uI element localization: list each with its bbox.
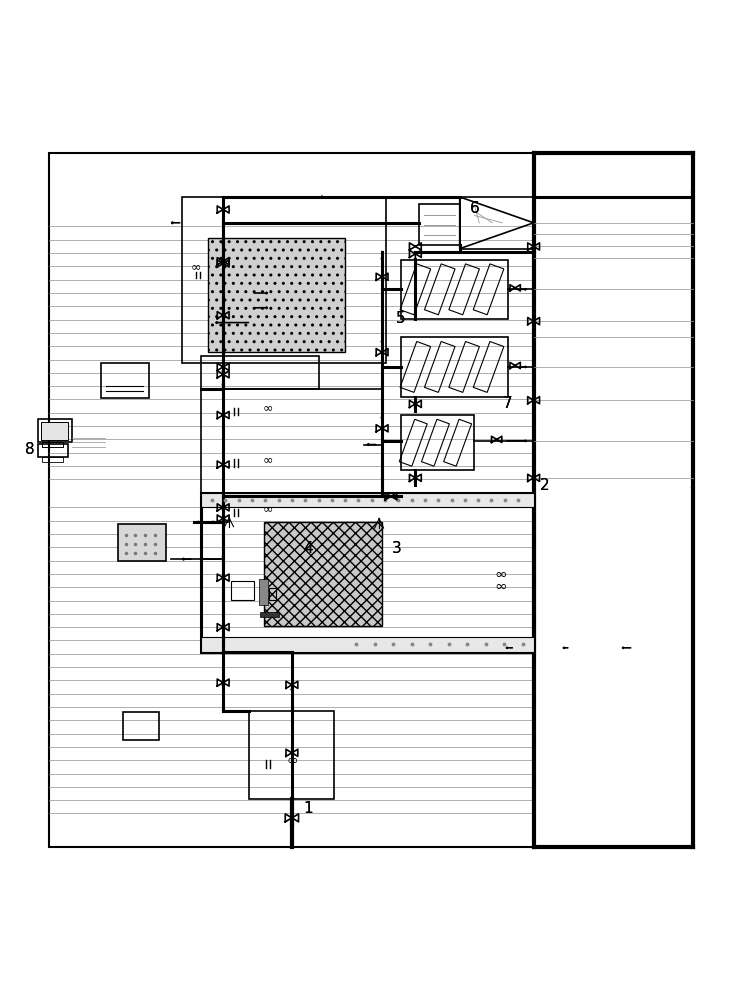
Text: 7: 7	[503, 396, 513, 411]
Bar	[401, 415, 474, 470]
Text: 1: 1	[303, 801, 313, 816]
Bar	[39, 419, 72, 442]
Bar	[123, 712, 159, 740]
Bar	[201, 389, 382, 496]
Text: 6: 6	[470, 201, 479, 216]
Bar	[473, 264, 504, 315]
Bar	[249, 711, 334, 799]
Bar	[118, 524, 166, 561]
Text: $\infty$: $\infty$	[262, 453, 273, 466]
Bar	[201, 493, 533, 507]
Text: $\infty$: $\infty$	[262, 502, 273, 515]
Bar	[400, 264, 430, 315]
Bar	[473, 341, 504, 392]
Bar	[201, 493, 533, 652]
Bar	[231, 581, 255, 600]
Bar	[424, 264, 455, 315]
Text: 2: 2	[540, 478, 550, 493]
Bar	[400, 341, 430, 392]
Bar	[269, 588, 276, 600]
Text: 4: 4	[303, 541, 313, 556]
Text: 3: 3	[392, 541, 401, 556]
Text: 5: 5	[395, 311, 405, 326]
Bar	[260, 612, 278, 617]
Text: 7: 7	[503, 396, 513, 411]
Text: 8: 8	[24, 442, 34, 457]
Bar	[419, 204, 460, 245]
Bar	[444, 419, 472, 466]
Text: $\infty$: $\infty$	[494, 566, 507, 581]
Bar	[50, 153, 692, 847]
Bar	[259, 579, 268, 605]
Text: 5: 5	[395, 311, 405, 326]
Bar	[101, 363, 149, 398]
Bar	[42, 442, 63, 447]
Bar	[201, 637, 533, 652]
Bar	[41, 422, 68, 440]
Bar	[39, 444, 68, 457]
Bar	[264, 522, 382, 626]
Text: $\infty$: $\infty$	[286, 753, 298, 767]
Bar	[399, 419, 427, 466]
Text: 8: 8	[24, 442, 34, 457]
Bar	[183, 197, 386, 363]
Text: $\infty$: $\infty$	[190, 261, 201, 274]
Text: 4: 4	[303, 541, 313, 556]
Bar	[449, 264, 479, 315]
Bar	[209, 238, 345, 352]
Text: $\infty$: $\infty$	[494, 578, 507, 593]
Text: 3: 3	[392, 541, 401, 556]
Bar	[460, 197, 533, 249]
Bar	[401, 260, 508, 319]
Bar	[449, 341, 479, 392]
Text: 6: 6	[470, 201, 479, 216]
Text: 2: 2	[540, 478, 550, 493]
Text: 1: 1	[303, 801, 313, 816]
Text: $\infty$: $\infty$	[262, 401, 273, 414]
Bar	[424, 341, 455, 392]
Bar	[201, 356, 319, 389]
Bar	[42, 457, 63, 462]
Bar	[401, 337, 508, 397]
Bar	[421, 419, 450, 466]
